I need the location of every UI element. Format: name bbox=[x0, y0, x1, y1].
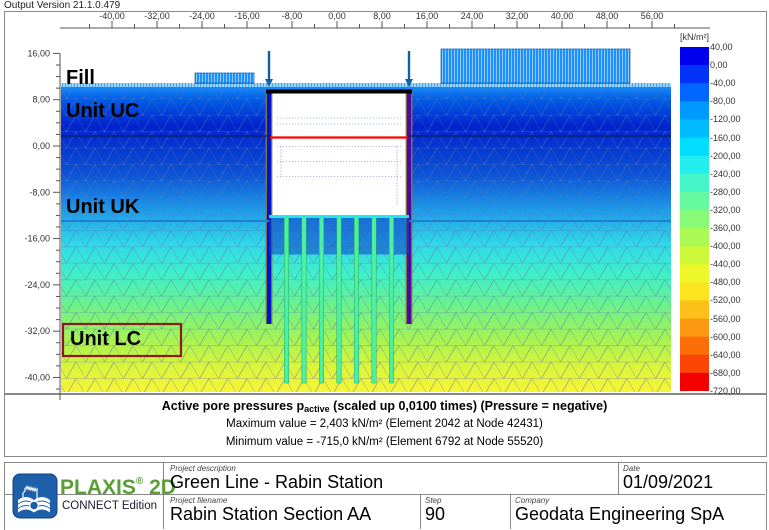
svg-text:0,00: 0,00 bbox=[32, 141, 50, 151]
svg-text:-8,00: -8,00 bbox=[282, 11, 303, 21]
svg-text:40,00: 40,00 bbox=[551, 11, 574, 21]
svg-text:0,00: 0,00 bbox=[328, 11, 346, 21]
svg-text:-32,00: -32,00 bbox=[24, 326, 50, 336]
svg-text:16,00: 16,00 bbox=[27, 48, 50, 58]
svg-text:24,00: 24,00 bbox=[461, 11, 484, 21]
svg-text:-8,00: -8,00 bbox=[29, 187, 50, 197]
svg-text:56,00: 56,00 bbox=[641, 11, 664, 21]
svg-text:-16,00: -16,00 bbox=[234, 11, 260, 21]
svg-text:8,00: 8,00 bbox=[32, 95, 50, 105]
svg-text:-16,00: -16,00 bbox=[24, 234, 50, 244]
svg-text:16,00: 16,00 bbox=[416, 11, 439, 21]
svg-text:8,00: 8,00 bbox=[373, 11, 391, 21]
svg-text:32,00: 32,00 bbox=[506, 11, 529, 21]
svg-text:-32,00: -32,00 bbox=[144, 11, 170, 21]
svg-text:48,00: 48,00 bbox=[596, 11, 619, 21]
svg-text:-40,00: -40,00 bbox=[99, 11, 125, 21]
svg-text:-40,00: -40,00 bbox=[24, 372, 50, 382]
svg-text:-24,00: -24,00 bbox=[189, 11, 215, 21]
svg-text:-24,00: -24,00 bbox=[24, 280, 50, 290]
